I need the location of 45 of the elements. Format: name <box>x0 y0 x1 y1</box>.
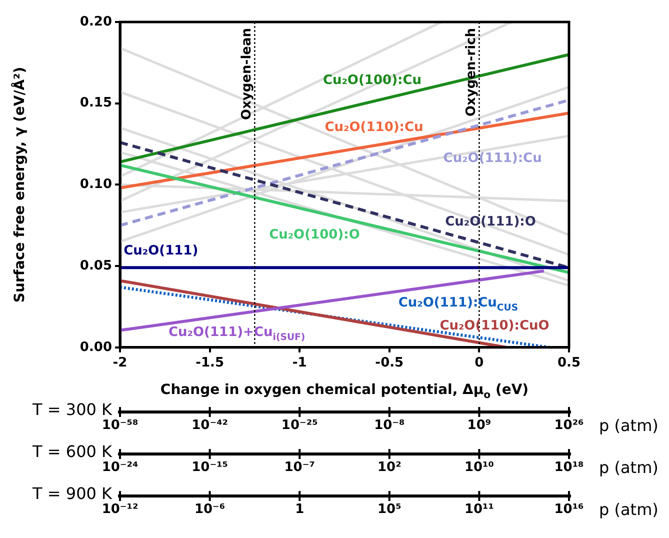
x-tick-label: -1 <box>292 356 307 371</box>
text: T = 300 K <box>32 400 112 419</box>
y-tick-label: 0.10 <box>80 177 112 192</box>
text: 10¹¹ <box>464 502 494 517</box>
ref-line-label: Oxygen-rich <box>464 28 480 117</box>
x-tick-label: -1.5 <box>196 356 224 371</box>
text: 10¹⁶ <box>554 502 584 517</box>
text: 10² <box>377 460 402 475</box>
x-tick-label: -2 <box>112 356 128 371</box>
x-tick-label: -0.5 <box>375 356 404 371</box>
text: p (atm) <box>599 500 658 519</box>
x-tick-label: 0.5 <box>557 356 581 371</box>
text: 1 <box>295 502 304 517</box>
text: 10⁻²⁴ <box>102 460 138 475</box>
text: 10⁻⁶ <box>194 502 226 517</box>
text: 10⁵ <box>377 502 402 517</box>
y-tick-label: 0.15 <box>80 96 112 111</box>
text: 10⁻⁴² <box>192 418 228 433</box>
text: 10⁻⁷ <box>284 460 315 475</box>
y-axis-title: Surface free energy, γ (eV/Å²) <box>11 66 28 303</box>
text: 10⁻¹² <box>102 502 138 517</box>
text: T = 600 K <box>32 442 112 461</box>
series-label: Cu₂O(100):Cu <box>322 72 422 88</box>
text: T = 900 K <box>32 484 112 503</box>
series-label: Cu₂O(111) <box>124 244 198 259</box>
series-label: Cu₂O(100):O <box>269 227 360 242</box>
text: 10⁻²⁵ <box>281 418 318 433</box>
text: 10¹⁰ <box>464 460 494 475</box>
x-tick-label: 0 <box>474 356 484 371</box>
series-label: Cu₂O(110):Cu <box>324 120 424 136</box>
y-tick-label: 0.20 <box>80 14 112 30</box>
text: 10²⁶ <box>554 418 584 433</box>
text: 10⁻⁸ <box>374 418 405 433</box>
y-tick-label: 0.05 <box>80 258 112 274</box>
text: p (atm) <box>599 416 658 435</box>
series-label: Cu₂O(110):CuO <box>440 318 550 334</box>
text: 10⁻¹⁵ <box>192 460 228 475</box>
y-tick-label: 0.00 <box>80 340 112 355</box>
series-label: Cu₂O(111):Cu <box>443 150 542 166</box>
text: p (atm) <box>599 458 658 477</box>
series-label: Cu₂O(111):O <box>445 214 536 230</box>
text: 10¹⁸ <box>554 460 584 475</box>
ref-line-label: Oxygen-lean <box>240 28 255 120</box>
text: 10⁻⁵⁸ <box>102 418 138 433</box>
text: 10⁹ <box>467 418 492 433</box>
